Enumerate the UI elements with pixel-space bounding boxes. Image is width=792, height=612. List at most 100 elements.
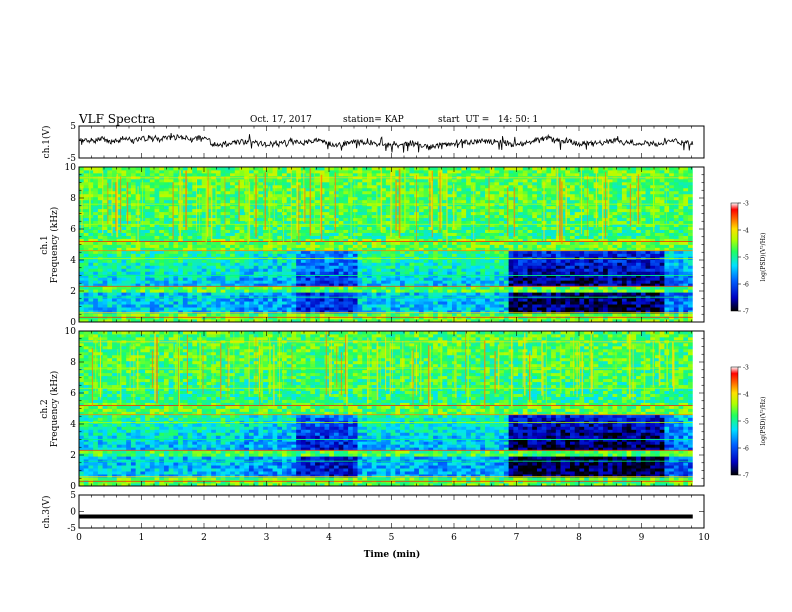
spectrogram-cell	[272, 199, 278, 204]
spectrogram-cell	[234, 307, 240, 311]
spectrogram-cell	[149, 217, 155, 222]
spectrogram-cell	[499, 298, 505, 302]
spectrogram-cell	[385, 193, 391, 198]
spectrogram-cell	[522, 178, 528, 183]
spectrogram-cell	[338, 208, 344, 213]
spectrogram-cell	[362, 241, 368, 245]
spectrogram-cell	[211, 319, 217, 322]
spectrogram-cell	[187, 220, 193, 225]
spectrogram-cell	[291, 214, 297, 219]
spectrogram-cell	[456, 277, 462, 281]
spectrogram-cell	[371, 250, 377, 254]
spectrogram-cell	[404, 167, 410, 171]
spectrogram-cell	[163, 217, 170, 222]
spectrogram-cell	[154, 214, 160, 219]
spectrogram-cell	[145, 313, 151, 317]
spectrogram-cell	[121, 250, 127, 254]
spectrogram-cell	[126, 268, 132, 272]
spectrogram-cell	[513, 298, 519, 302]
spectrogram-cell	[234, 292, 240, 296]
spectrogram-cell	[357, 238, 363, 242]
spectrogram-cell	[159, 199, 165, 204]
spectrogram-cell	[315, 238, 321, 242]
spectrogram-cell	[333, 196, 340, 201]
spectrogram-cell	[215, 286, 222, 290]
spectrogram-cell	[112, 307, 118, 311]
spectrogram-cell	[159, 259, 165, 263]
spectrogram-cell	[499, 250, 505, 254]
spectrogram-cell	[182, 253, 188, 257]
spectrogram-cell	[333, 205, 340, 210]
spectrogram-cell	[277, 229, 283, 233]
spectrogram-cell	[258, 167, 264, 171]
spectrogram-cell	[447, 220, 453, 225]
spectrogram-cell	[371, 277, 377, 281]
spectrogram-cell	[220, 307, 226, 311]
spectrogram-cell	[272, 220, 278, 225]
spectrogram-cell	[163, 181, 170, 186]
spectrogram-cell	[494, 235, 500, 239]
spectrogram-cell	[121, 169, 127, 174]
spectrogram-cell	[527, 238, 533, 242]
spectrogram-cell	[390, 244, 396, 248]
spectrogram-cell	[282, 289, 288, 293]
spectrogram-cell	[362, 319, 368, 322]
spectrogram-cell	[319, 283, 325, 287]
spectrogram-cell	[513, 304, 519, 308]
spectrogram-cell	[352, 265, 358, 269]
spectrogram-cell	[201, 229, 207, 233]
spectrogram-cell	[220, 289, 226, 293]
spectrogram-cell	[395, 229, 401, 233]
spectrogram-cell	[518, 238, 524, 242]
spectrogram-cell	[324, 253, 330, 257]
spectrogram-cell	[258, 250, 264, 254]
spectrogram-cell	[211, 259, 217, 263]
spectrogram-cell	[163, 205, 170, 210]
spectrogram-cell	[277, 184, 283, 189]
spectrogram-cell	[433, 232, 439, 236]
spectrogram-cell	[433, 235, 439, 239]
spectrogram-cell	[456, 199, 462, 204]
spectrogram-cell	[451, 313, 458, 317]
spectrogram-cell	[234, 178, 240, 183]
spectrogram-cell	[333, 268, 340, 272]
spectrogram-cell	[508, 205, 514, 210]
spectrogram-cell	[480, 241, 486, 245]
spectrogram-cell	[168, 229, 174, 233]
spectrogram-cell	[102, 244, 108, 248]
spectrogram-cell	[149, 283, 155, 287]
spectrogram-cell	[107, 310, 113, 314]
spectrogram-cell	[300, 298, 307, 302]
spectrogram-cell	[291, 310, 297, 314]
spectrogram-cell	[470, 292, 476, 296]
spectrogram-cell	[423, 253, 429, 257]
spectrogram-cell	[215, 232, 222, 236]
spectrogram-cell	[343, 250, 349, 254]
spectrogram-cell	[485, 214, 491, 219]
spectrogram-cell	[206, 313, 212, 317]
spectrogram-cell	[485, 217, 491, 222]
spectrogram-cell	[329, 307, 335, 311]
spectrogram-cell	[343, 211, 349, 216]
spectrogram-cell	[206, 298, 212, 302]
spectrogram-cell	[466, 289, 472, 293]
spectrogram-cell	[130, 277, 137, 281]
spectrogram-cell	[126, 199, 132, 204]
spectrogram-cell	[475, 301, 481, 305]
spectrogram-cell	[461, 271, 467, 275]
spectrogram-cell	[272, 289, 278, 293]
spectrogram-cell	[466, 268, 472, 272]
spectrogram-cell	[248, 298, 255, 302]
spectrogram-cell	[239, 313, 245, 317]
spectrogram-cell	[352, 244, 358, 248]
spectrogram-cell	[206, 181, 212, 186]
spectrogram-cell	[286, 211, 292, 216]
spectrogram-cell	[310, 259, 316, 263]
spectrogram-cell	[329, 247, 335, 251]
spectrogram-cell	[376, 172, 382, 177]
spectrogram-cell	[305, 232, 311, 236]
spectrogram-cell	[230, 184, 236, 189]
spectrogram-cell	[366, 196, 373, 201]
spectrogram-cell	[286, 280, 292, 284]
spectrogram-cell	[527, 301, 533, 305]
